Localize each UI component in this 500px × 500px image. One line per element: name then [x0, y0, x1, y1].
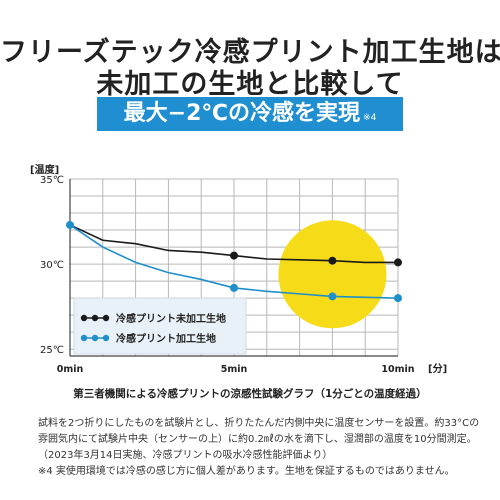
- y-tick-label: 25℃: [40, 345, 64, 356]
- legend-marker-1: [102, 334, 110, 342]
- highlight-circle: [278, 220, 387, 329]
- banner-footnote-mark: ※4: [363, 113, 377, 123]
- legend-label-1: 冷感プリント加工生地: [116, 332, 216, 345]
- temperature-chart: 35℃ 30℃ 25℃ 0min 5min 10min [温度] [分] 冷感プリント未加…: [30, 163, 447, 375]
- legend-marker-0: [102, 314, 110, 322]
- note-line: ※4 実使用環境では冷感の感じ方に個人差があります。生地を保証するものではありま…: [38, 466, 455, 477]
- series-point-1: [66, 220, 74, 229]
- legend-marker-1: [91, 334, 99, 342]
- x-tick-label: 0min: [57, 364, 84, 375]
- legend-marker-0: [91, 314, 99, 322]
- chart-caption: 第三者機関による冷感プリントの涼感性試験グラフ（1分ごとの温度経過）: [73, 388, 427, 400]
- note-line: 試料を2つ折りにしたものを試験片とし、折りたたんだ内側中央に温度センサーを設置。…: [38, 418, 480, 429]
- series-point-1: [230, 283, 238, 292]
- y-axis-label: [温度]: [30, 163, 59, 176]
- x-tick-label: 5min: [221, 364, 248, 375]
- legend-label-0: 冷感プリント未加工生地: [116, 312, 226, 325]
- legend-marker-0: [80, 314, 88, 322]
- chart-ticks: 35℃ 30℃ 25℃ 0min 5min 10min: [40, 175, 415, 375]
- headline-line-1: フリーズテック冷感プリント加工生地は: [0, 37, 500, 68]
- y-tick-label: 30℃: [40, 260, 64, 271]
- cooling-banner: 最大−2℃の冷感を実現 ※4: [97, 97, 403, 131]
- chart-series: [66, 220, 402, 303]
- x-axis-label: [分]: [428, 362, 447, 375]
- x-tick-label: 10min: [381, 364, 414, 375]
- series-point-0: [394, 258, 402, 267]
- note-line: （2023年3月14日実施、冷感プリントの吸水冷感性能評価より）: [38, 450, 333, 461]
- legend-box: [73, 297, 247, 355]
- note-line: 雰囲気内にて試験片中央（センサーの上）に約0.2㎖の水を滴下し、湿潤部の温度を1…: [38, 434, 477, 445]
- notes: 試料を2つ折りにしたものを試験片とし、折りたたんだ内側中央に温度センサーを設置。…: [38, 416, 480, 480]
- banner-text: 最大−2℃の冷感を実現: [123, 101, 361, 126]
- headline-line-2: 未加工の生地と比較して: [96, 69, 404, 100]
- series-point-0: [230, 251, 238, 260]
- legend-marker-1: [80, 334, 88, 342]
- series-point-0: [328, 256, 337, 265]
- series-point-1: [394, 294, 402, 303]
- y-tick-label: 35℃: [40, 175, 64, 186]
- series-point-1: [328, 292, 337, 301]
